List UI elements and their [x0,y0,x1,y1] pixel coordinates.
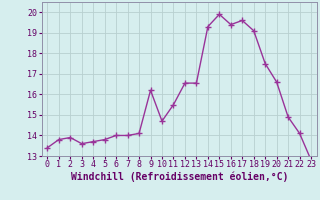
X-axis label: Windchill (Refroidissement éolien,°C): Windchill (Refroidissement éolien,°C) [70,172,288,182]
